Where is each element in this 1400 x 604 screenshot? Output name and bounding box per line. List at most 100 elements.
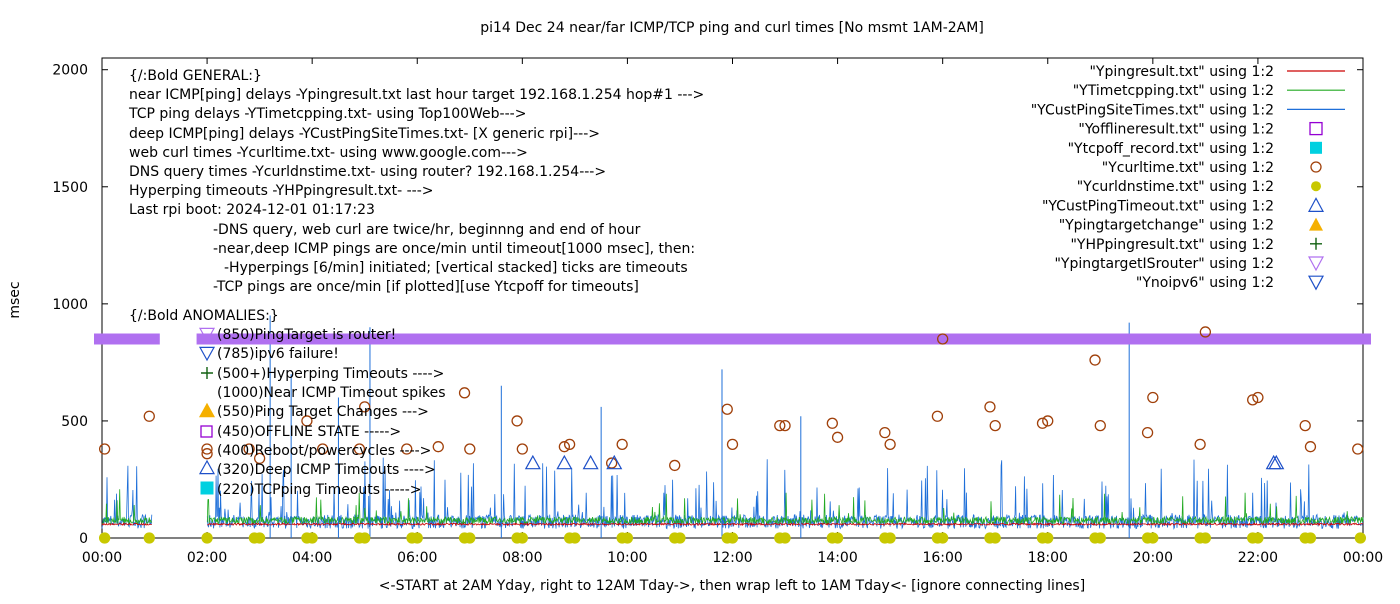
annotation-block: {/:Bold GENERAL:} near ICMP[ping] delays … xyxy=(128,68,704,498)
annotation-line: Hyperping timeouts -YHPpingresult.txt- -… xyxy=(129,183,434,199)
y-tick-label: 1000 xyxy=(52,297,88,313)
annotation-line: deep ICMP[ping] delays -YCustPingSiteTim… xyxy=(129,126,600,142)
dns-time-point xyxy=(726,532,739,544)
curl-time-point xyxy=(511,415,523,427)
legend-swatch xyxy=(1311,181,1321,192)
curl-time-point xyxy=(989,419,1001,432)
dns-time-point xyxy=(143,532,155,544)
annotation-line: -TCP pings are once/min [if plotted][use… xyxy=(213,279,639,295)
y-tick-label: 2000 xyxy=(52,63,88,79)
y-tick-label: 1500 xyxy=(52,180,88,196)
deep-icmp-timeout-point xyxy=(524,454,541,470)
curl-time-point xyxy=(301,415,313,427)
dns-time-point xyxy=(306,532,318,544)
curl-time-point xyxy=(1247,394,1259,406)
legend-label: "Ypingresult.txt" using 1:2 xyxy=(1089,64,1274,80)
curl-time-point xyxy=(669,459,681,472)
curl-time-point xyxy=(458,387,471,399)
annotation-line: {/:Bold GENERAL:} xyxy=(129,68,262,84)
curl-time-point xyxy=(317,443,329,455)
curl-time-point xyxy=(937,333,949,345)
curl-time-point xyxy=(1194,438,1206,450)
deep-icmp-timeout-point xyxy=(556,454,573,470)
annotation-line: (220)TCPping Timeouts -----> xyxy=(217,482,422,498)
dns-time-point xyxy=(674,532,686,544)
annotation-line: TCP ping delays -YTimetcpping.txt- using… xyxy=(128,106,526,122)
annotation-line: (500+)Hyperping Timeouts ----> xyxy=(217,366,444,382)
legend-swatch xyxy=(1307,256,1325,272)
curl-time-point xyxy=(432,441,444,453)
legend-label: "YTimetcpping.txt" using 1:2 xyxy=(1073,83,1274,99)
dns-time-point xyxy=(516,532,528,544)
router-glyph xyxy=(198,327,216,343)
dns-time-point xyxy=(989,532,1001,544)
legend-swatch xyxy=(1307,197,1325,212)
x-tick-label: 00:00 xyxy=(1343,550,1383,566)
dns-time-point xyxy=(621,532,634,544)
curl-time-point xyxy=(774,419,786,432)
x-tick-label: 08:00 xyxy=(502,550,542,566)
x-tick-label: 02:00 xyxy=(187,550,227,566)
dns-time-point xyxy=(464,532,476,544)
curl-time-point xyxy=(1147,391,1159,404)
tcp-timeout-glyph xyxy=(200,481,214,495)
tcp-ping-trace xyxy=(101,489,1364,526)
curl-time-point xyxy=(1141,426,1154,439)
deep-timeout-glyph xyxy=(198,459,216,475)
deep-icmp-timeout-point xyxy=(606,454,623,470)
curl-time-point xyxy=(826,417,838,429)
legend-label: "Ytcpoff_record.txt" using 1:2 xyxy=(1068,141,1274,157)
curl-time-point xyxy=(1299,419,1311,432)
legend-label: "Ynoipv6" using 1:2 xyxy=(1136,275,1274,291)
ipv6-glyph xyxy=(198,346,216,362)
curl-time-point xyxy=(1094,419,1106,432)
x-tick-label: 06:00 xyxy=(397,550,437,566)
y-tick-label: 500 xyxy=(61,414,88,430)
curl-time-point xyxy=(1199,326,1212,338)
dns-time-point xyxy=(411,532,423,544)
dns-time-point xyxy=(1147,532,1159,544)
dns-time-point xyxy=(359,532,371,544)
reboot-glyph xyxy=(201,443,213,455)
annotation-line: (785)ipv6 failure! xyxy=(217,346,339,362)
offline-glyph xyxy=(200,425,213,438)
curl-time-point xyxy=(359,401,371,413)
curl-time-point xyxy=(143,410,155,422)
annotation-line: Last rpi boot: 2024-12-01 01:17:23 xyxy=(129,202,375,218)
curl-time-point xyxy=(1352,443,1364,455)
curl-time-point xyxy=(464,443,476,455)
annotation-line: near ICMP[ping] delays -Ypingresult.txt … xyxy=(129,87,704,103)
curl-time-point xyxy=(201,448,213,460)
curl-time-point xyxy=(243,443,255,455)
legend-swatch xyxy=(1307,275,1325,291)
x-tick-label: 16:00 xyxy=(922,550,962,566)
curl-time-point xyxy=(401,443,413,455)
annotation-line: {/:Bold ANOMALIES:} xyxy=(129,308,279,324)
dns-time-point xyxy=(569,532,581,544)
legend-label: "Ypingtargetchange" using 1:2 xyxy=(1059,218,1274,234)
dns-time-point xyxy=(779,532,791,544)
annotation-line: (850)PingTarget is router! xyxy=(217,327,396,343)
y-axis-label: msec xyxy=(7,281,23,318)
curl-time-point xyxy=(831,431,844,443)
dns-time-point xyxy=(1354,532,1367,544)
x-tick-label: 12:00 xyxy=(712,550,752,566)
deep-icmp-timeout-point xyxy=(1265,454,1282,470)
annotation-line: -near,deep ICMP pings are once/min until… xyxy=(213,241,695,257)
target-change-glyph xyxy=(198,402,216,418)
legend-swatch xyxy=(1310,141,1322,154)
annotation-line: (320)Deep ICMP Timeouts ----> xyxy=(217,462,436,478)
x-tick-label: 10:00 xyxy=(607,550,647,566)
annotation-line: (550)Ping Target Changes ---> xyxy=(217,404,429,420)
x-tick-label: 22:00 xyxy=(1238,550,1278,566)
curl-time-point xyxy=(516,443,528,455)
curl-time-point xyxy=(1036,417,1049,429)
dns-time-point xyxy=(831,532,844,544)
legend-swatch xyxy=(1310,161,1322,173)
legend-label: "YCustPingSiteTimes.txt" using 1:2 xyxy=(1031,102,1274,118)
curl-time-point xyxy=(1304,441,1317,453)
curl-time-point xyxy=(353,443,366,455)
curl-time-point xyxy=(1252,391,1264,404)
deep-icmp-timeout-point xyxy=(1268,454,1285,470)
hyperping-glyph xyxy=(201,367,213,379)
